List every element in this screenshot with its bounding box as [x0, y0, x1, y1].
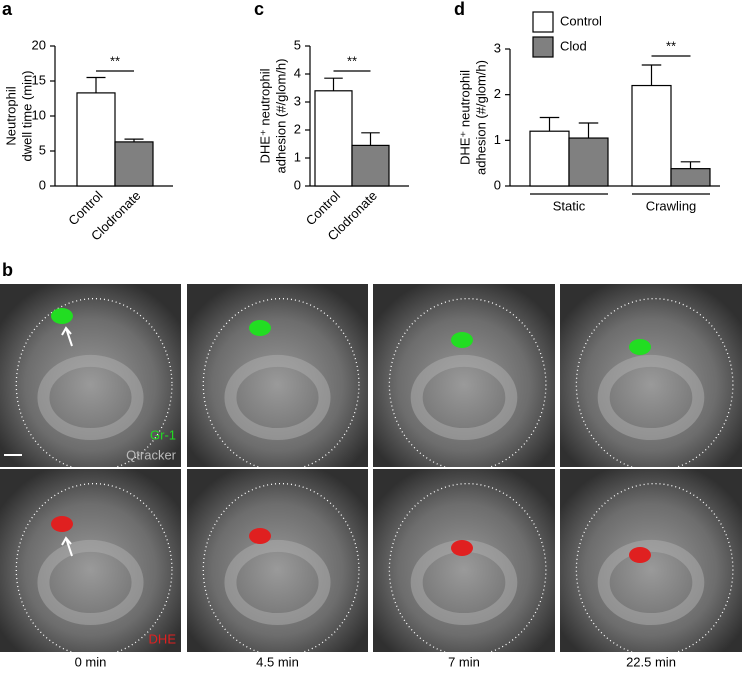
legend-swatch [532, 36, 554, 58]
channel-label: DHE [149, 631, 177, 646]
tissue-ring [410, 354, 518, 441]
time-label: 7 min [448, 654, 480, 669]
y-tick-label: 15 [32, 72, 46, 87]
cell [451, 332, 473, 348]
legend-swatch [532, 11, 554, 33]
time-label: 22.5 min [626, 654, 676, 669]
bar [76, 92, 116, 187]
cell [629, 339, 651, 355]
bar [529, 130, 570, 187]
legend-label: Control [560, 13, 602, 28]
cell [51, 308, 73, 324]
panel-label: c [254, 0, 264, 19]
cell [451, 540, 473, 556]
glomerulus-outline [15, 482, 173, 657]
bar [314, 90, 353, 187]
cell [629, 547, 651, 563]
arrow [61, 326, 73, 347]
y-axis-label: adhesion (#/glom/h) [273, 59, 288, 174]
y-tick-label: 10 [32, 107, 46, 122]
x-tick-label: Crawling [646, 198, 697, 213]
time-label: 4.5 min [256, 654, 299, 669]
cell [249, 528, 271, 544]
channel-label: Qtracker [126, 447, 177, 462]
panel-label: d [454, 0, 465, 19]
significance: ** [110, 53, 120, 68]
x-tick-label: Static [553, 198, 586, 213]
significance: ** [666, 38, 676, 53]
y-axis-label: DHE⁺ neutrophil [457, 70, 472, 165]
arrow [61, 536, 73, 557]
y-tick-label: 5 [39, 142, 46, 157]
glomerulus-outline [575, 482, 734, 657]
cell [51, 516, 73, 532]
tissue-ring [224, 354, 331, 441]
y-tick-label: 1 [494, 132, 501, 147]
tissue-ring [597, 354, 705, 441]
panel-label: a [2, 0, 13, 19]
bar [631, 84, 672, 187]
cell [249, 320, 271, 336]
y-tick-label: 0 [294, 177, 301, 192]
y-tick-label: 3 [494, 40, 501, 55]
channel-label: Gr-1 [150, 427, 176, 442]
y-tick-label: 3 [294, 93, 301, 108]
panel-label: b [2, 260, 13, 280]
y-tick-label: 5 [294, 37, 301, 52]
tissue-ring [37, 354, 144, 441]
bar [670, 168, 711, 187]
glomerulus-outline [388, 482, 547, 657]
tissue-ring [597, 539, 705, 626]
y-axis-label: DHE⁺ neutrophil [257, 68, 272, 163]
significance: ** [347, 53, 357, 68]
y-tick-label: 0 [39, 177, 46, 192]
micrographs: Gr-1 Qtracker DHE [0, 284, 742, 657]
y-axis-label: Neutrophil [3, 86, 18, 145]
y-axis-label: adhesion (#/glom/h) [473, 60, 488, 175]
bar [568, 137, 609, 187]
tissue-ring [37, 539, 144, 626]
bar [351, 144, 390, 187]
y-tick-label: 2 [494, 86, 501, 101]
legend-label: Clod [560, 38, 587, 53]
y-axis-label: dwell time (min) [19, 70, 34, 161]
y-tick-label: 1 [294, 149, 301, 164]
y-tick-label: 0 [494, 177, 501, 192]
y-tick-label: 2 [294, 121, 301, 136]
y-tick-label: 4 [294, 65, 301, 80]
time-label: 0 min [75, 654, 107, 669]
bar [114, 141, 154, 187]
glomerulus-outline [202, 482, 360, 657]
y-tick-label: 20 [32, 37, 46, 52]
tissue-ring [224, 539, 331, 626]
